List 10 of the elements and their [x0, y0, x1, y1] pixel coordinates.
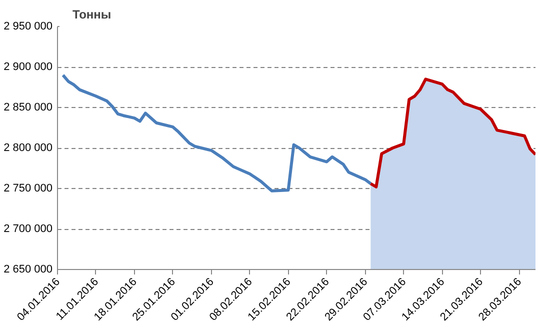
y-tick-label: 2 650 000: [4, 264, 52, 276]
line-series: [369, 78, 536, 188]
y-tick-label: 2 750 000: [4, 182, 52, 194]
y-tick-label: 2 900 000: [4, 61, 52, 73]
y-tick-label: 2 800 000: [4, 142, 52, 154]
y-tick-label: 2 950 000: [4, 20, 52, 32]
line-series: [61, 74, 372, 192]
y-axis-title: Тонны: [72, 8, 112, 22]
y-tick-label: 2 850 000: [4, 102, 52, 114]
y-tick-label: 2 700 000: [4, 223, 52, 235]
